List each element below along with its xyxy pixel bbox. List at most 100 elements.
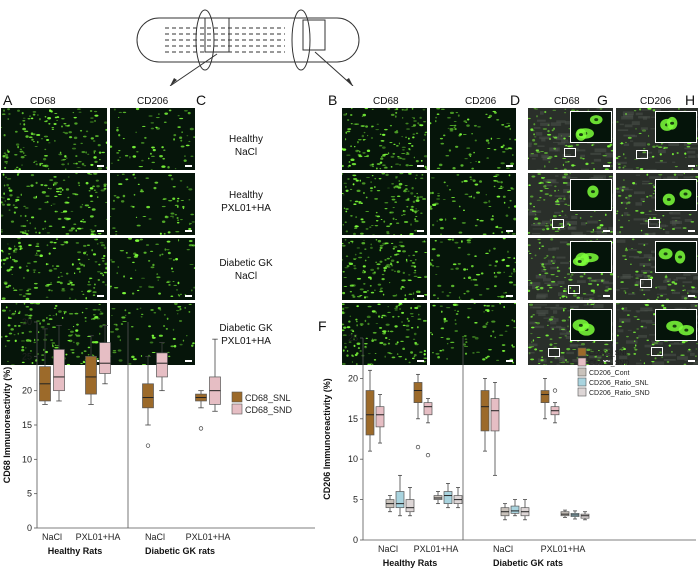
micrograph-g-2 — [528, 173, 613, 235]
scale-bar — [688, 165, 695, 167]
panel-letter-d: D — [510, 92, 521, 108]
legend-swatch — [577, 387, 587, 397]
zoom-region-marker — [639, 278, 652, 288]
micrograph-h-1 — [616, 108, 698, 170]
micrograph-c-4 — [110, 303, 195, 365]
scale-bar — [417, 295, 424, 297]
micrograph-h-2 — [616, 173, 698, 235]
y-axis-label: CD68 Immunoreactivity (%) — [2, 367, 12, 484]
micrograph-g-1 — [528, 108, 613, 170]
box-CD206_SND-4 — [550, 388, 560, 424]
y-tick-label: 30 — [22, 317, 32, 327]
y-tick-label: 5 — [27, 489, 32, 499]
y-axis-label: CD206 Immunoreactivity (%) — [322, 378, 332, 500]
y-tick-label: 0 — [353, 535, 358, 545]
legend-label: CD68_SND — [245, 405, 293, 415]
panel-letter-c: C — [196, 92, 207, 108]
box-CD206_SNL-4 — [540, 378, 550, 420]
outlier — [552, 388, 558, 393]
scale-bar — [506, 295, 513, 297]
panel-letter-h: H — [685, 92, 696, 108]
group-label: Diabetic GK rats — [145, 546, 215, 556]
zoom-region-marker — [636, 150, 649, 160]
micrograph-b-4 — [342, 303, 427, 365]
box-CD68_SNL-4 — [195, 390, 207, 431]
y-tick-label: 20 — [348, 373, 358, 383]
x-tick-label: PXL01+HA — [414, 544, 459, 554]
group-label: Healthy Rats — [48, 546, 103, 556]
zoom-inset — [655, 111, 697, 143]
box-CD206_Cont-1 — [385, 495, 395, 513]
legend-swatch — [577, 347, 587, 357]
scale-bar — [688, 360, 695, 362]
scale-bar — [688, 295, 695, 297]
row-label-2: Healthy PXL01+HA — [221, 190, 271, 214]
zoom-region-marker — [548, 348, 561, 358]
legend-label: CD206_SNL — [589, 350, 628, 357]
legend-swatch — [577, 367, 587, 377]
scale-bar — [417, 165, 424, 167]
box-CD206_Ratio_SNL-3 — [510, 499, 520, 517]
box-CD206_SND-2 — [423, 398, 433, 458]
y-tick-label: 10 — [348, 454, 358, 464]
row-label-4: Diabetic GK PXL01+HA — [219, 323, 273, 347]
micrograph-g-3 — [528, 238, 613, 300]
zoom-region-marker — [563, 148, 576, 158]
box-CD206_Ratio_SND-2 — [453, 487, 463, 509]
box-CD206_SND-1 — [375, 394, 385, 444]
micrograph-d-2 — [430, 173, 516, 235]
micrograph-d-1 — [430, 108, 516, 170]
scale-bar — [603, 165, 610, 167]
panel-letter-g: G — [597, 92, 608, 108]
y-tick-label: 15 — [22, 420, 32, 430]
col-label-cd68-b: CD68 — [373, 96, 399, 107]
micrograph-a-2 — [1, 173, 107, 235]
panel-letter-a: A — [3, 92, 13, 108]
scale-bar — [603, 230, 610, 232]
box-CD206_SNL-1 — [365, 369, 375, 452]
box-CD68_SNL-1 — [39, 328, 51, 405]
scale-bar — [185, 360, 192, 362]
row-label-1: Healthy NaCl — [229, 134, 263, 158]
box-CD68_SND-2 — [99, 325, 111, 385]
box-CD206_SNL-3 — [480, 378, 490, 452]
micrograph-b-3 — [342, 238, 427, 300]
zoom-inset — [570, 241, 612, 273]
group-label: Diabetic GK rats — [493, 558, 563, 568]
box-CD206_Cont-4 — [560, 509, 570, 518]
box-CD206_Cont-2 — [433, 491, 443, 505]
x-tick-label: NaCl — [42, 532, 62, 542]
x-tick-label: NaCl — [378, 544, 398, 554]
zoom-inset — [655, 309, 697, 341]
legend-label: CD68_SNL — [245, 393, 291, 403]
scale-bar — [603, 360, 610, 362]
box-CD206_Ratio_SND-4 — [580, 511, 590, 521]
zoom-inset — [570, 179, 612, 211]
x-tick-label: NaCl — [493, 544, 513, 554]
legend-swatch — [577, 377, 587, 387]
scale-bar — [185, 165, 192, 167]
zoom-region-marker — [552, 219, 564, 229]
outlier — [415, 444, 421, 450]
micrograph-g-4 — [528, 303, 613, 365]
micrograph-h-4 — [616, 303, 698, 365]
row-label-3: Diabetic GK NaCl — [219, 258, 273, 282]
col-label-cd206-d: CD206 — [465, 96, 497, 107]
box-CD68_SNL-3 — [142, 355, 154, 448]
box-CD206_Ratio_SNL-2 — [443, 483, 453, 509]
box-CD206_SNL-2 — [413, 373, 423, 450]
box-CD68_SND-3 — [156, 342, 168, 392]
scale-bar — [506, 165, 513, 167]
y-tick-label: 20 — [22, 386, 32, 396]
panel-letter-b: B — [328, 92, 338, 108]
legend-swatch — [231, 403, 243, 415]
zoom-region-marker — [648, 218, 661, 228]
chart-e-cd68-boxplot: 0 5 10 15 20 25 30 CD68 Immunoreactivity (%) NaC… — [2, 317, 315, 556]
scale-bar — [417, 230, 424, 232]
micrograph-b-1 — [342, 108, 427, 170]
box-CD206_Ratio_SNL-1 — [395, 474, 405, 517]
group-label: Healthy Rats — [383, 558, 438, 568]
y-tick-label: 10 — [22, 454, 32, 464]
micrograph-c-1 — [110, 108, 195, 170]
micrograph-h-3 — [616, 238, 698, 300]
